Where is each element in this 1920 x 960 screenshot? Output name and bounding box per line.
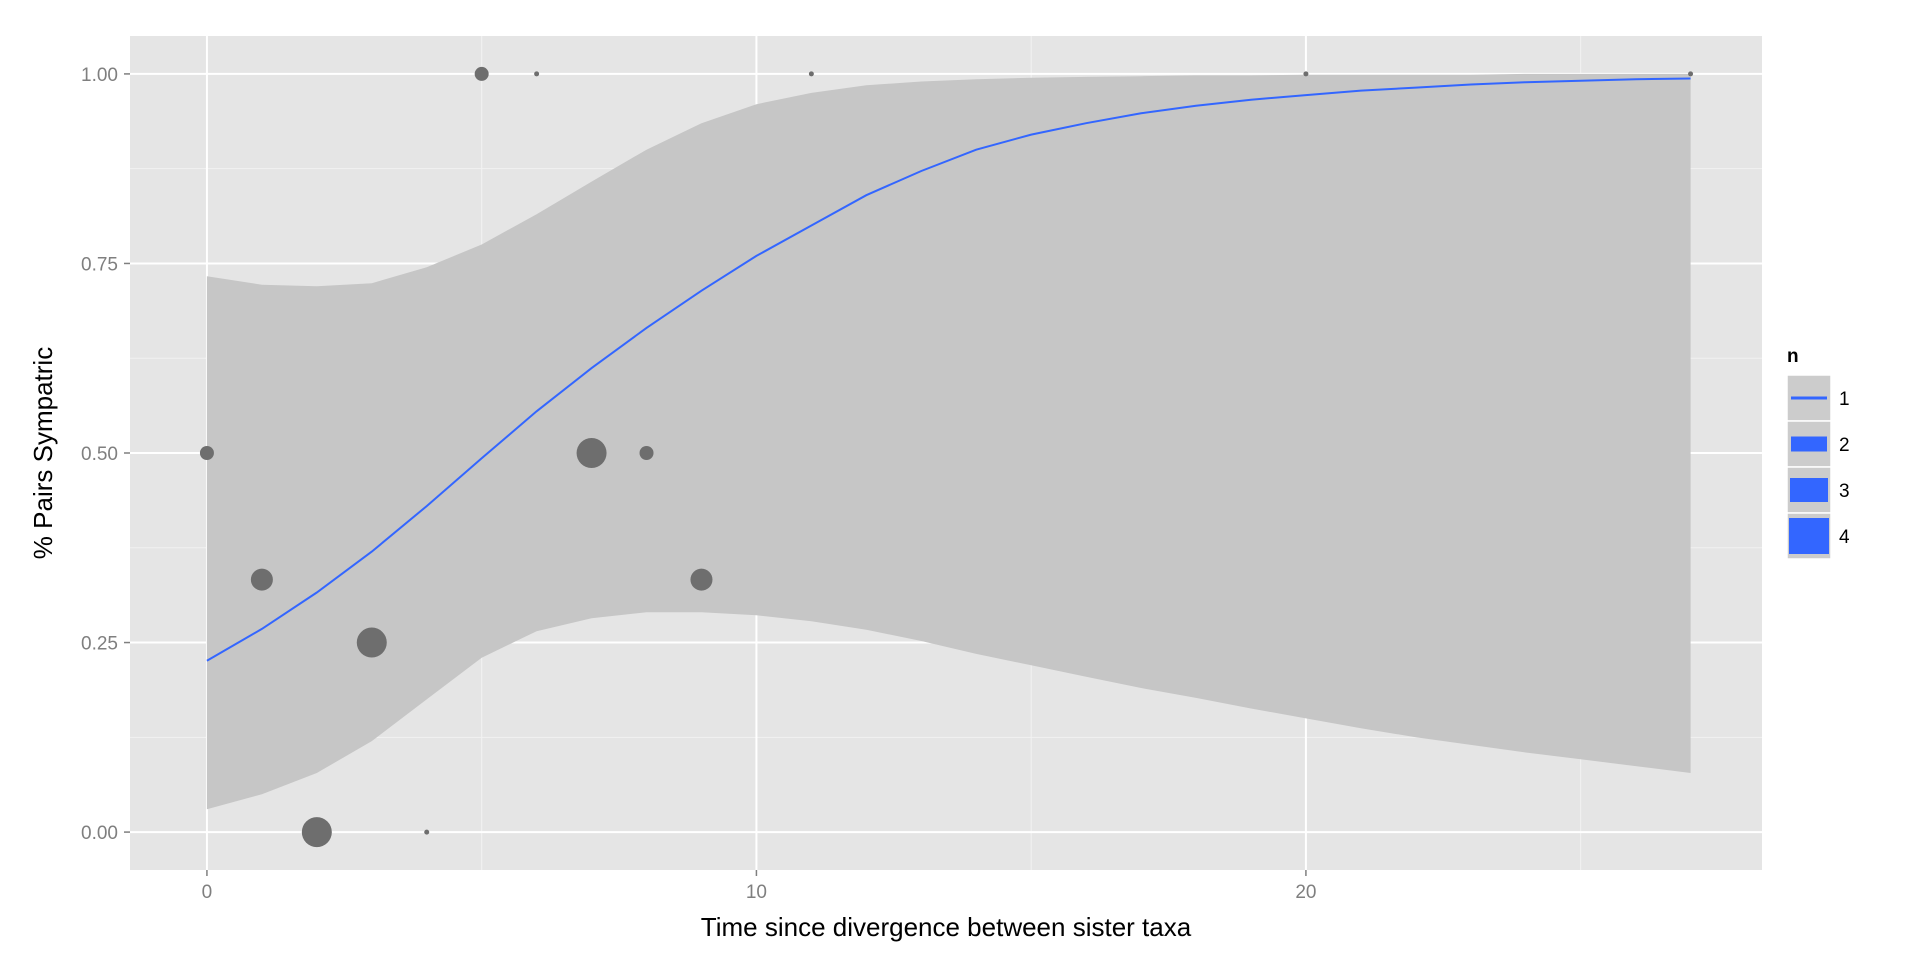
data-point <box>808 71 814 77</box>
x-axis-title: Time since divergence between sister tax… <box>701 912 1192 942</box>
data-points <box>199 66 1694 848</box>
y-tick-label: 0.50 <box>81 444 118 465</box>
data-point <box>534 71 540 77</box>
data-point <box>199 446 214 460</box>
data-point <box>424 829 430 835</box>
x-tick-label: 10 <box>746 882 767 903</box>
y-tick-label: 0.75 <box>81 254 118 275</box>
y-axis: 0.00 0.25 0.50 0.75 1.00 <box>81 65 130 844</box>
x-tick-label: 20 <box>1295 882 1316 903</box>
data-point <box>301 817 332 848</box>
legend-swatch <box>1791 396 1827 400</box>
y-tick-label: 0.00 <box>81 823 118 844</box>
legend-swatch <box>1791 436 1827 452</box>
legend-label: 3 <box>1839 481 1850 502</box>
legend-title: n <box>1787 346 1799 367</box>
y-axis-title: % Pairs Sympatric <box>28 347 58 559</box>
data-point <box>639 446 654 460</box>
legend-label: 1 <box>1839 389 1850 410</box>
data-point <box>356 627 387 658</box>
x-axis: 0 10 20 <box>202 870 1316 903</box>
data-point <box>576 438 607 468</box>
y-tick-label: 0.25 <box>81 634 118 655</box>
data-point <box>1303 71 1309 77</box>
legend: n 1 2 3 4 <box>1786 346 1850 560</box>
legend-label: 2 <box>1839 435 1850 456</box>
x-tick-label: 0 <box>202 882 213 903</box>
data-point <box>1688 71 1694 77</box>
y-tick-label: 1.00 <box>81 65 118 86</box>
legend-swatch <box>1789 518 1829 554</box>
legend-swatch <box>1790 478 1828 502</box>
data-point <box>474 66 489 81</box>
confidence-ribbon <box>206 73 1691 810</box>
data-point <box>250 568 273 591</box>
legend-label: 4 <box>1839 527 1850 548</box>
data-point <box>690 568 713 591</box>
smooth-fit-line <box>206 77 1691 662</box>
